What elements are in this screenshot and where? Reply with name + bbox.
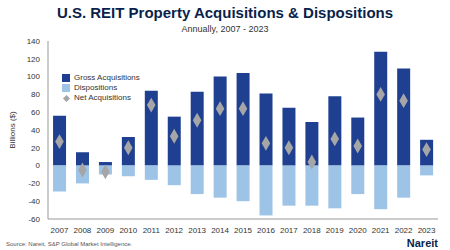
svg-text:2017: 2017: [280, 226, 298, 235]
svg-text:2022: 2022: [395, 226, 413, 235]
svg-text:2016: 2016: [257, 226, 275, 235]
svg-text:80: 80: [31, 90, 40, 99]
svg-text:2020: 2020: [349, 226, 367, 235]
svg-text:-20: -20: [28, 179, 40, 188]
svg-text:60: 60: [31, 108, 40, 117]
html-text:Nareit: Nareit: [406, 237, 438, 249]
svg-text:0: 0: [36, 161, 41, 170]
svg-text:2013: 2013: [188, 226, 206, 235]
html-text:Net Acquisitions: Net Acquisitions: [74, 93, 131, 102]
svg-text:2018: 2018: [303, 226, 321, 235]
svg-text:2014: 2014: [211, 226, 229, 235]
svg-text:100: 100: [27, 72, 41, 81]
svg-text:2011: 2011: [143, 226, 161, 235]
svg-text:120: 120: [27, 55, 41, 64]
svg-text:40: 40: [31, 126, 40, 135]
html-text:Source: Nareit, S&P Global Mar: Source: Nareit, S&P Global Market Intell…: [6, 241, 133, 247]
html-text:Annually, 2007 - 2023: Annually, 2007 - 2023: [181, 24, 269, 34]
html-text:U.S. REIT Property Acquisition: U.S. REIT Property Acquisitions & Dispos…: [56, 4, 394, 21]
svg-text:2009: 2009: [96, 226, 114, 235]
svg-text:-60: -60: [28, 215, 40, 224]
svg-text:2007: 2007: [51, 226, 69, 235]
html-text:Gross Acquisitions: Gross Acquisitions: [74, 73, 140, 82]
html-text:Dispositions: Dispositions: [74, 83, 118, 92]
svg-text:2019: 2019: [326, 226, 344, 235]
svg-text:2010: 2010: [119, 226, 137, 235]
svg-text:140: 140: [27, 37, 41, 46]
svg-text:Billions ($): Billions ($): [8, 111, 17, 149]
svg-text:2008: 2008: [74, 226, 92, 235]
svg-text:2023: 2023: [418, 226, 436, 235]
svg-text:2012: 2012: [165, 226, 183, 235]
svg-text:-40: -40: [28, 197, 40, 206]
svg-text:20: 20: [31, 144, 40, 153]
svg-text:2021: 2021: [372, 226, 390, 235]
svg-text:2015: 2015: [234, 226, 252, 235]
